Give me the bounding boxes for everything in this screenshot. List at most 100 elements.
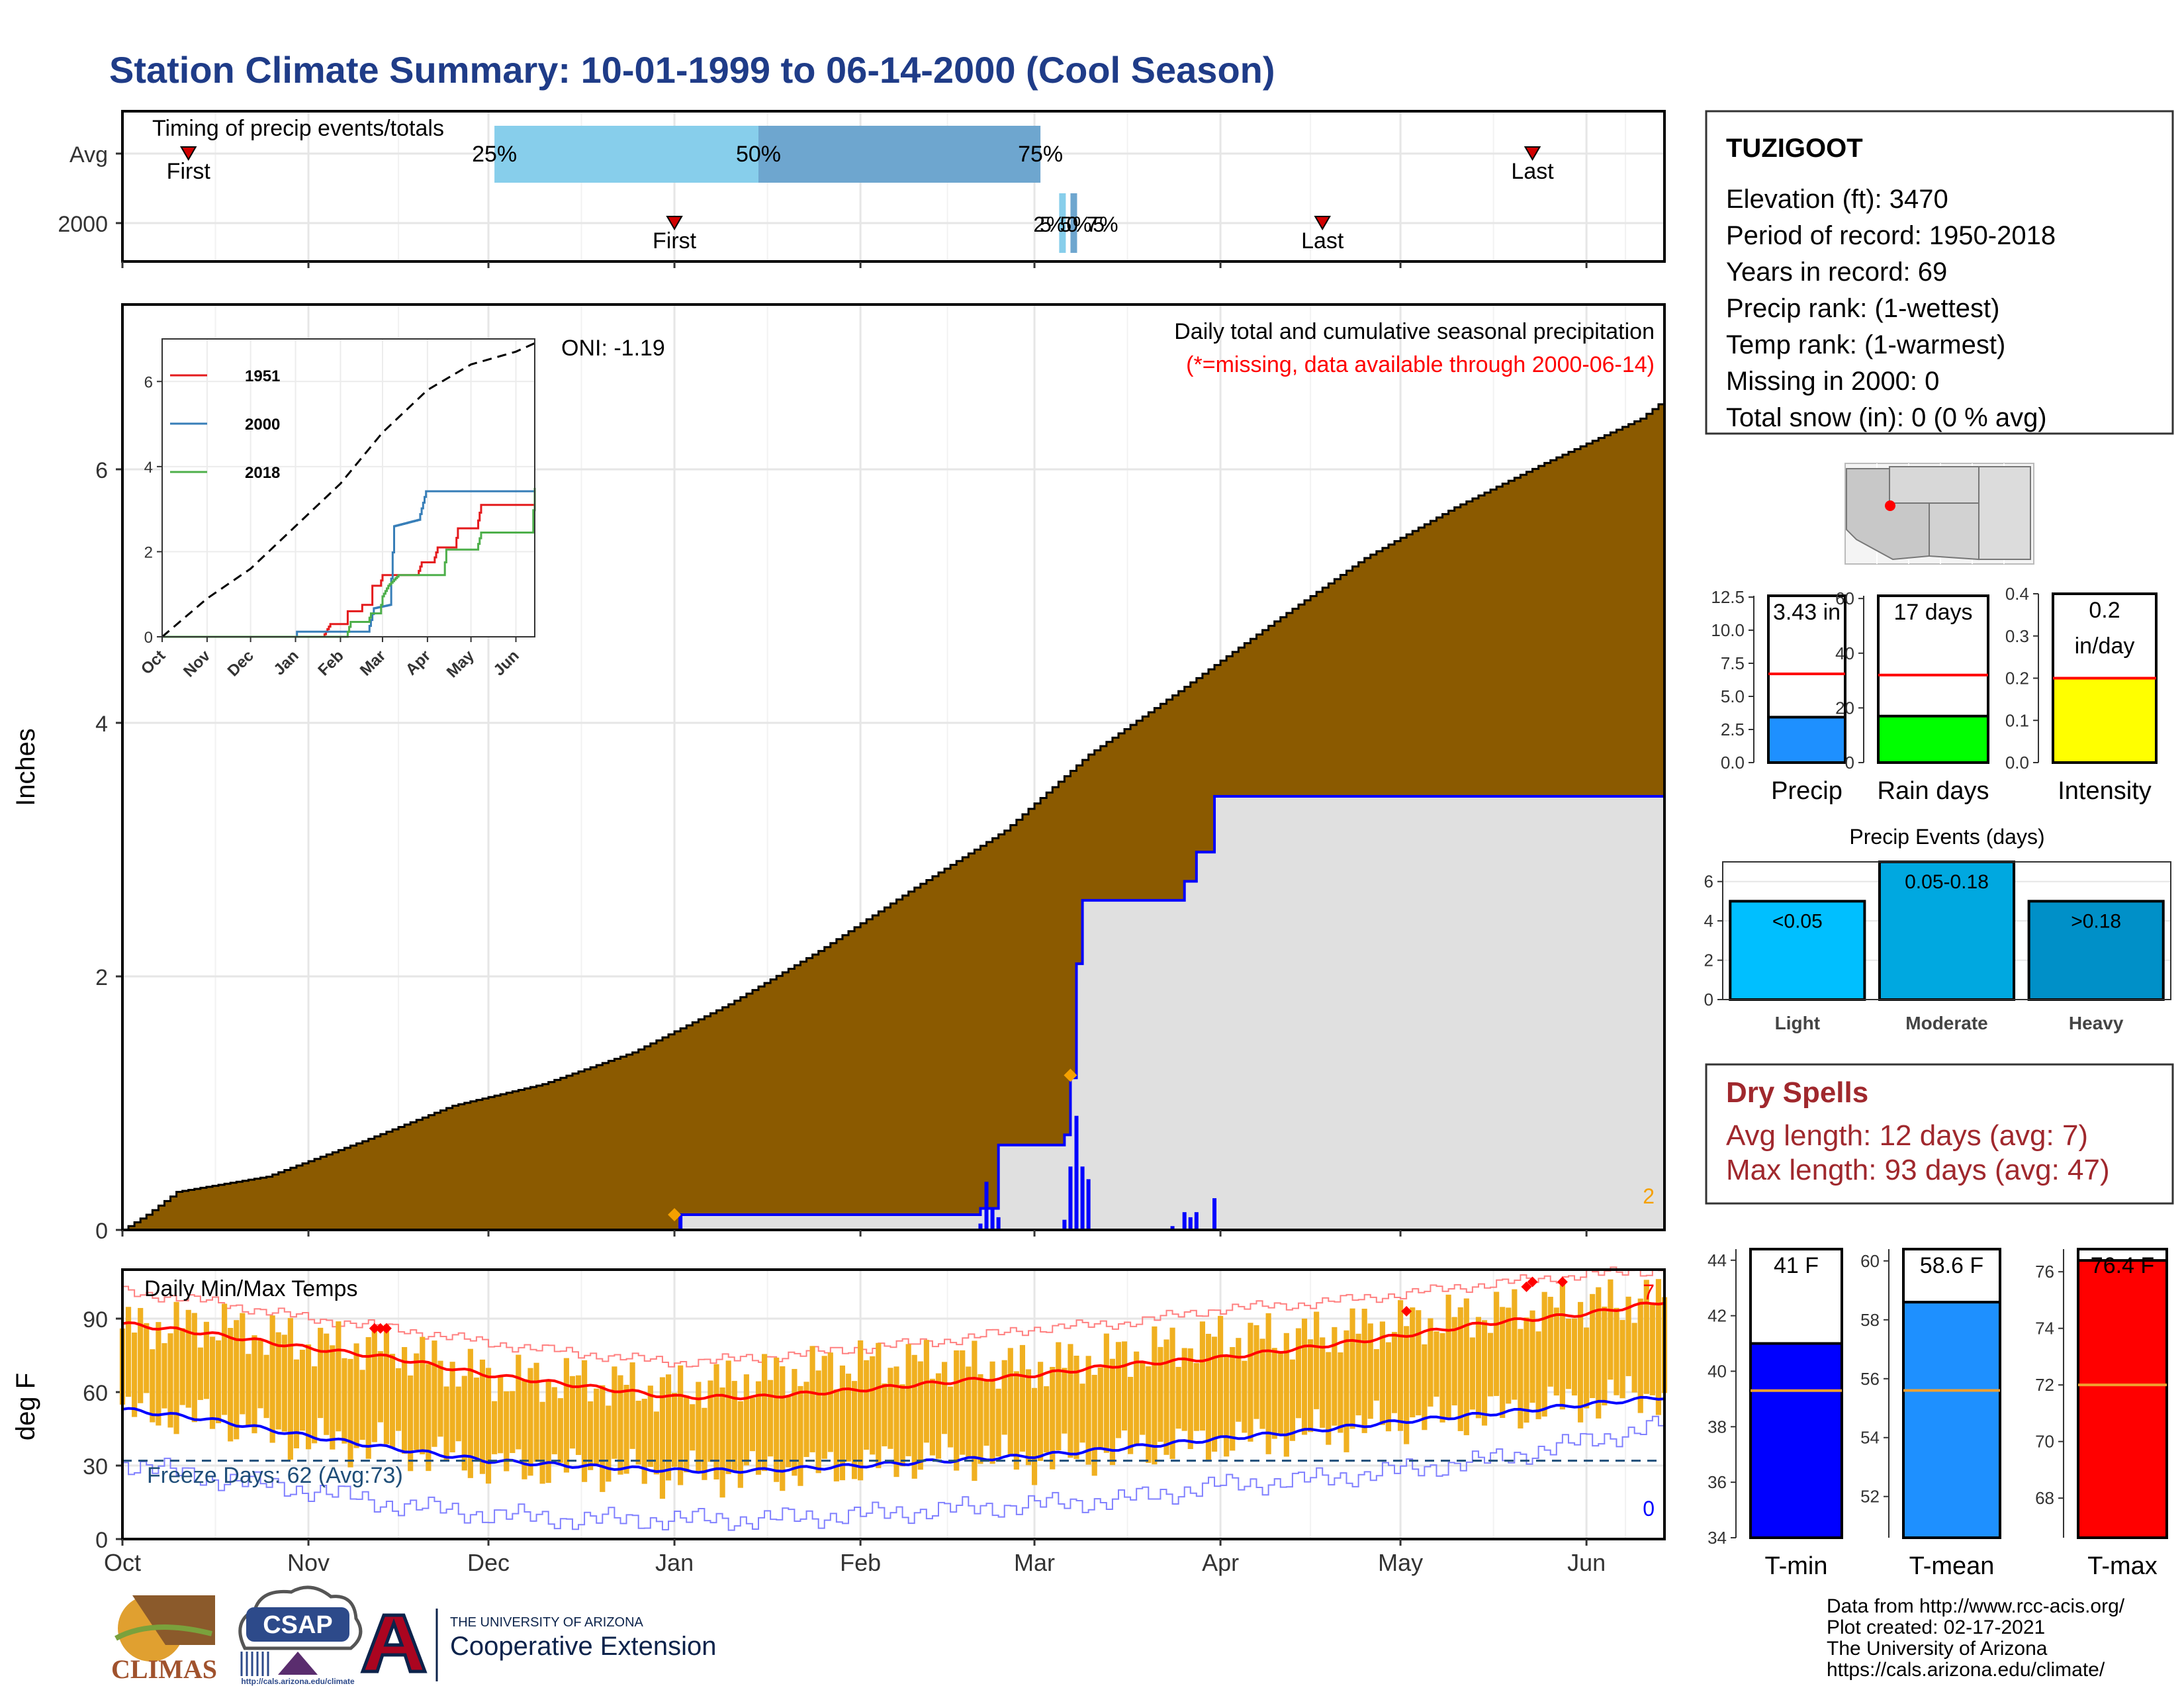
y-tick-label: 56	[1860, 1369, 1880, 1389]
daily-temp-bar	[1577, 1301, 1584, 1423]
y-tick-label: 38	[1707, 1417, 1727, 1436]
daily-temp-bar	[809, 1346, 815, 1452]
daily-temp-bar	[569, 1376, 576, 1449]
daily-temp-bar	[1398, 1300, 1404, 1431]
bar-category-label: T-max	[2087, 1552, 2158, 1580]
daily-temp-bar	[330, 1345, 336, 1450]
precip-marker	[1064, 1068, 1077, 1082]
station-location-dot	[1885, 500, 1895, 511]
daily-temp-bar	[749, 1397, 756, 1452]
inset-x-tick-label: Apr	[402, 647, 434, 679]
daily-temp-bar	[845, 1374, 852, 1462]
y-tick-label: 6	[95, 458, 108, 483]
daily-temp-bar	[672, 1393, 678, 1468]
daily-temp-bar	[1649, 1304, 1655, 1395]
timing-title: Timing of precip events/totals	[152, 116, 444, 141]
daily-temp-bar	[911, 1354, 917, 1479]
daily-temp-bar	[1224, 1355, 1230, 1457]
x-tick-label: Mar	[1014, 1549, 1055, 1576]
temperature-panel: 0 30 60 90 Daily Min/Max Temps Freeze Days: 6…	[11, 1266, 1668, 1576]
daily-temp-bar	[1590, 1293, 1596, 1399]
bar-category-label: Intensity	[2058, 777, 2152, 805]
y-tick-label: 40	[1835, 643, 1854, 663]
daily-temp-bar	[234, 1320, 240, 1440]
y2000-quartile-labels: 25%50%75%	[1033, 212, 1118, 236]
daily-temp-bar	[251, 1335, 257, 1434]
avg-first-label: First	[167, 159, 211, 184]
daily-temp-bar	[575, 1375, 582, 1455]
daily-temp-bar	[899, 1384, 905, 1467]
daily-precip-bar	[1182, 1212, 1187, 1230]
y-tick-label: 70	[2035, 1432, 2054, 1452]
avg-quartile-box-low	[494, 126, 759, 183]
daily-temp-bar	[1535, 1331, 1541, 1419]
daily-temp-bar	[1097, 1367, 1103, 1450]
y-tick-label: 34	[1707, 1528, 1727, 1548]
daily-temp-bar	[839, 1365, 846, 1481]
daily-temp-bar	[623, 1384, 629, 1474]
daily-temp-bar	[827, 1352, 833, 1452]
event-category-label: Light	[1775, 1013, 1820, 1033]
daily-temp-bar	[1013, 1371, 1019, 1470]
avg-min-line	[122, 1395, 1665, 1474]
daily-temp-bar	[780, 1366, 786, 1491]
y-tick-label: 60	[83, 1381, 108, 1406]
timing-row-label: Avg	[69, 142, 108, 167]
value-label: 58.6 F	[1920, 1253, 1983, 1278]
inset-x-tick-label: Jan	[270, 647, 302, 679]
daily-temp-bar	[1314, 1311, 1320, 1409]
daily-temp-bar	[539, 1401, 545, 1484]
daily-temp-bar	[948, 1386, 954, 1448]
station-box-border	[1705, 110, 2174, 435]
x-tick-label: Jan	[655, 1549, 694, 1576]
daily-temp-bar	[594, 1388, 600, 1466]
daily-temp-bar	[1169, 1327, 1175, 1460]
temps-title: Daily Min/Max Temps	[144, 1276, 357, 1301]
y-tick-label: 10.0	[1711, 620, 1745, 640]
daily-temp-bar	[803, 1382, 809, 1458]
timing-marker	[1314, 216, 1331, 230]
daily-temp-bar	[995, 1388, 1001, 1457]
daily-temp-bar	[209, 1336, 216, 1429]
ua-logo: THE UNIVERSITY OF ARIZONA Cooperative Ext…	[360, 1609, 716, 1681]
daily-temp-bar	[1416, 1310, 1422, 1416]
y-tick-label: 0.3	[2005, 626, 2029, 646]
daily-temp-bar	[1193, 1363, 1199, 1431]
daily-temp-bar	[923, 1340, 929, 1443]
value-bar	[1749, 1342, 1843, 1539]
daily-temp-bar	[269, 1315, 275, 1443]
daily-temp-bar	[617, 1375, 623, 1475]
inset-y-tick-label: 2	[144, 543, 153, 561]
events-title: Precip Events (days)	[1849, 825, 2044, 849]
map-state-nm	[1929, 502, 1979, 561]
daily-temp-bar	[1187, 1348, 1193, 1450]
dry-spells-border	[1705, 1063, 2174, 1205]
daily-temp-bar	[821, 1356, 827, 1459]
daily-temp-bar	[966, 1366, 972, 1457]
daily-precip-bar	[678, 1215, 683, 1230]
daily-temp-bar	[972, 1340, 978, 1481]
daily-temp-bar	[281, 1335, 287, 1432]
daily-temp-bar	[1056, 1342, 1062, 1450]
y-tick-label: 74	[2035, 1319, 2054, 1338]
daily-temp-bar	[1146, 1366, 1152, 1463]
daily-temp-bar	[144, 1323, 150, 1393]
bar-category-label: Precip	[1771, 777, 1843, 805]
daily-temp-bar	[191, 1313, 197, 1423]
daily-temp-bar	[492, 1401, 498, 1454]
daily-temp-bar	[588, 1401, 594, 1470]
avg-last-label: Last	[1511, 159, 1554, 184]
csap-logo: CSAP http://cals.arizona.edu/climate	[238, 1585, 363, 1686]
dry-spells-line: Avg length: 12 days (avg: 7)	[1726, 1119, 2088, 1152]
map-state-ut-co	[1889, 466, 1979, 504]
y-tick-label: 2.5	[1721, 720, 1745, 739]
daily-temp-bar	[222, 1303, 228, 1415]
daily-temp-bar	[1128, 1376, 1134, 1454]
value-label: 17 days	[1893, 600, 1972, 625]
avg-p50-label: 50%	[736, 142, 781, 167]
record-marker	[1527, 1276, 1538, 1288]
y-tick-label: 68	[2035, 1488, 2054, 1508]
daily-temp-bar	[641, 1399, 647, 1484]
daily-temp-bar	[768, 1380, 774, 1457]
tmean-chart: 52 54 56 58 60 58.6 F T-mean	[1860, 1248, 2001, 1580]
